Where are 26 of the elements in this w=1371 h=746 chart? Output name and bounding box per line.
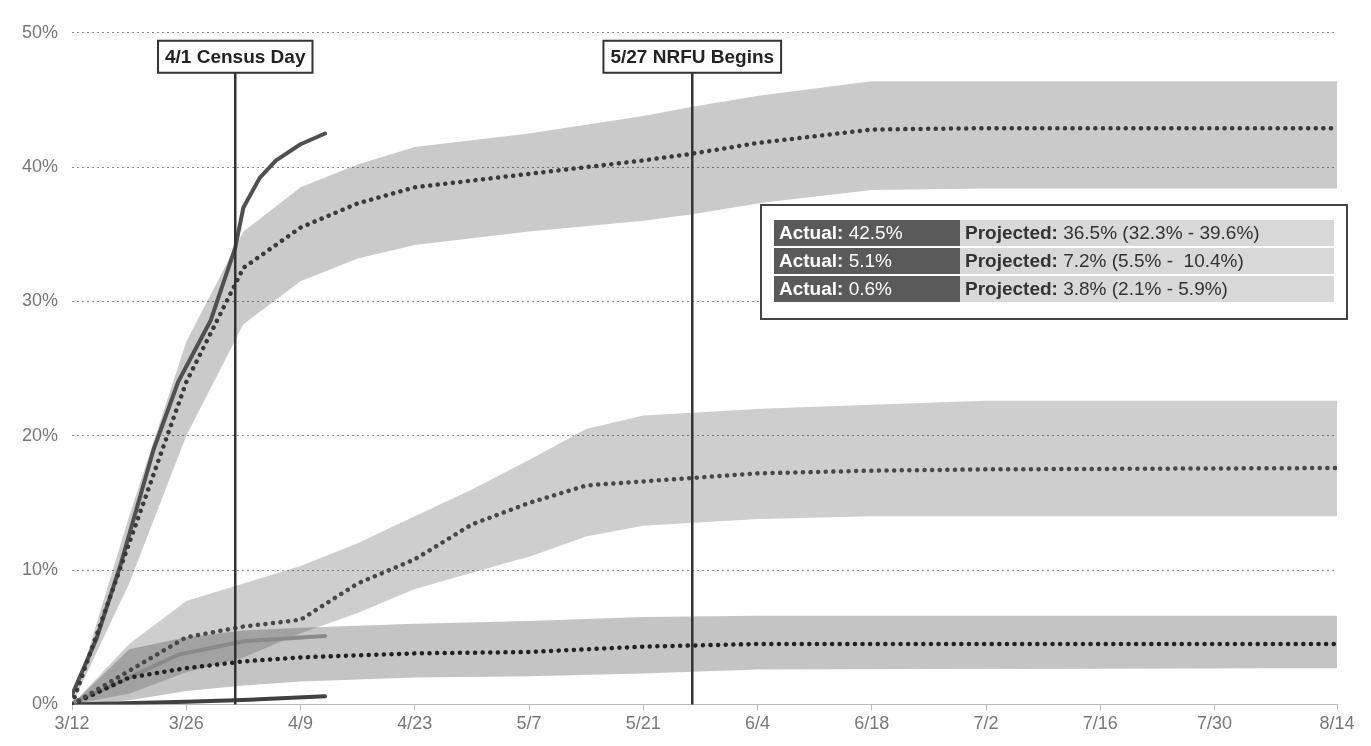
x-tick-label: 4/23 bbox=[397, 713, 433, 734]
y-tick-label: 0% bbox=[32, 693, 59, 714]
y-tick-label: 50% bbox=[22, 21, 59, 42]
y-tick-label: 10% bbox=[22, 559, 59, 580]
y-tick-label: 20% bbox=[22, 424, 59, 445]
x-tick-label: 3/12 bbox=[54, 713, 90, 734]
annotation: Actual: 5.1% bbox=[779, 250, 892, 271]
x-tick-label: 6/18 bbox=[854, 713, 890, 734]
x-tick-label: 4/9 bbox=[288, 713, 314, 734]
x-tick-label: 5/7 bbox=[516, 713, 542, 734]
annotation: Projected: 3.8% (2.1% - 5.9%) bbox=[965, 278, 1228, 299]
x-tick-label: 8/14 bbox=[1319, 713, 1355, 734]
x-tick-label: 3/26 bbox=[168, 713, 204, 734]
annotation: Actual: 42.5% bbox=[779, 222, 903, 243]
x-tick-label: 7/2 bbox=[973, 713, 999, 734]
x-tick-label: 7/30 bbox=[1197, 713, 1233, 734]
x-tick-label: 6/4 bbox=[745, 713, 771, 734]
annotation: Actual: 0.6% bbox=[779, 278, 892, 299]
ref-line-label: 5/27 NRFU Begins bbox=[610, 46, 775, 68]
annotation: Projected: 7.2% (5.5% - 10.4%) bbox=[965, 250, 1244, 271]
x-tick-label: 7/16 bbox=[1082, 713, 1118, 734]
annotation: Projected: 36.5% (32.3% - 39.6%) bbox=[965, 222, 1260, 243]
y-tick-label: 30% bbox=[22, 290, 59, 311]
ref-line-label: 4/1 Census Day bbox=[165, 46, 306, 68]
x-tick-label: 5/21 bbox=[625, 713, 661, 734]
y-tick-label: 40% bbox=[22, 156, 59, 177]
